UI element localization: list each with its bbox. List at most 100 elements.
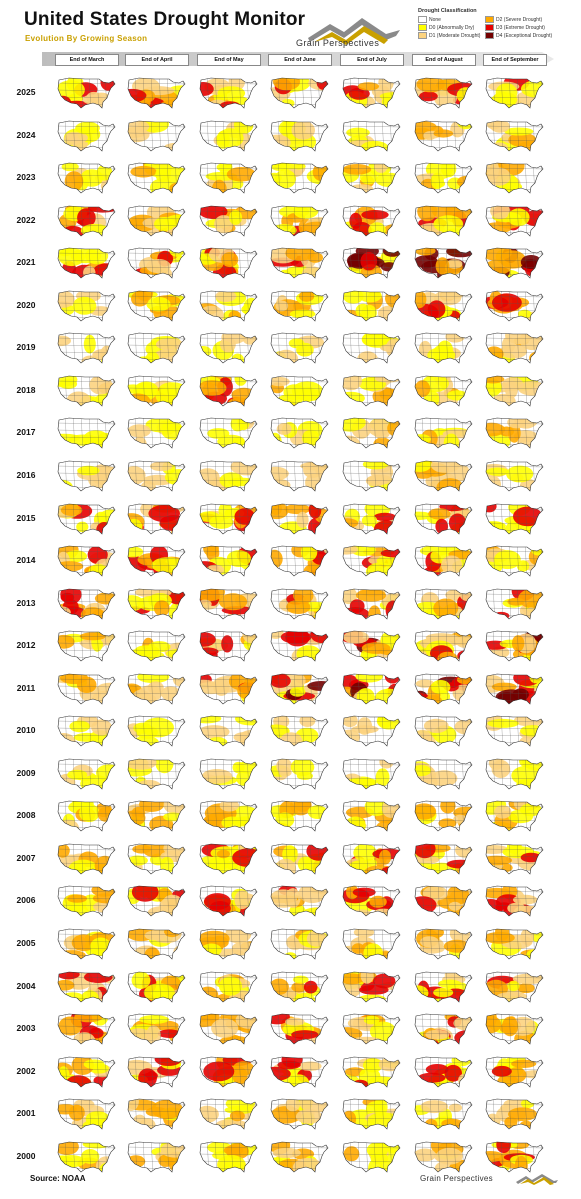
drought-map xyxy=(270,120,329,152)
drought-map xyxy=(485,247,544,279)
drought-map xyxy=(57,588,116,620)
drought-map xyxy=(127,715,186,747)
drought-map xyxy=(485,418,544,450)
drought-map xyxy=(127,673,186,705)
drought-map xyxy=(485,843,544,875)
drought-map xyxy=(270,886,329,918)
drought-map xyxy=(57,673,116,705)
drought-map xyxy=(270,375,329,407)
year-label: 2003 xyxy=(16,1023,36,1034)
drought-map xyxy=(270,673,329,705)
drought-map xyxy=(270,758,329,790)
drought-map xyxy=(414,247,473,279)
drought-map xyxy=(485,886,544,918)
drought-map xyxy=(342,1098,401,1130)
drought-map xyxy=(127,545,186,577)
year-label: 2007 xyxy=(16,852,36,863)
legend-label: D3 (Extreme Drought) xyxy=(496,24,545,31)
drought-map xyxy=(57,545,116,577)
drought-map xyxy=(342,460,401,492)
legend-item: D4 (Exceptional Drought) xyxy=(485,32,552,39)
drought-map xyxy=(57,886,116,918)
year-label: 2002 xyxy=(16,1065,36,1076)
drought-map xyxy=(342,801,401,832)
drought-map xyxy=(57,843,116,875)
year-label: 2017 xyxy=(16,427,36,438)
footer-logo-mark xyxy=(516,1174,558,1185)
legend-label: D2 (Severe Drought) xyxy=(496,16,543,23)
drought-map xyxy=(199,971,258,1003)
year-label: 2018 xyxy=(16,384,36,395)
year-label: 2010 xyxy=(16,725,36,736)
drought-map xyxy=(342,205,401,237)
drought-map xyxy=(270,1013,329,1045)
drought-map xyxy=(57,375,116,407)
legend-item: None xyxy=(418,16,441,23)
drought-map xyxy=(57,460,116,492)
drought-map xyxy=(414,801,473,832)
drought-map xyxy=(270,630,329,662)
drought-map xyxy=(342,1141,401,1173)
drought-map xyxy=(270,928,329,960)
drought-map xyxy=(199,673,258,705)
drought-map xyxy=(342,162,401,194)
drought-map xyxy=(199,460,258,492)
drought-map xyxy=(414,971,473,1003)
drought-map xyxy=(485,801,544,832)
drought-map xyxy=(127,120,186,152)
drought-map xyxy=(342,630,401,662)
legend-item: D1 (Moderate Drought) xyxy=(418,32,480,39)
drought-map xyxy=(485,673,544,705)
drought-map xyxy=(270,1098,329,1130)
legend-item: D3 (Extreme Drought) xyxy=(485,24,545,31)
drought-map xyxy=(270,205,329,237)
drought-map xyxy=(270,801,329,832)
drought-map xyxy=(414,162,473,194)
year-label: 2011 xyxy=(16,682,36,693)
drought-map xyxy=(342,886,401,918)
drought-map xyxy=(199,418,258,450)
drought-map xyxy=(57,205,116,237)
drought-map xyxy=(342,120,401,152)
drought-map xyxy=(127,758,186,790)
drought-map xyxy=(414,715,473,747)
month-header: End of April xyxy=(125,54,189,66)
drought-map xyxy=(414,332,473,364)
drought-map xyxy=(199,247,258,279)
drought-map xyxy=(57,332,116,364)
legend-swatch xyxy=(485,32,494,39)
drought-map xyxy=(342,375,401,407)
drought-map xyxy=(342,588,401,620)
drought-map xyxy=(57,758,116,790)
year-label: 2021 xyxy=(16,257,36,268)
drought-map xyxy=(199,205,258,237)
drought-map xyxy=(485,1013,544,1045)
year-label: 2023 xyxy=(16,172,36,183)
year-label: 2022 xyxy=(16,214,36,225)
drought-map xyxy=(270,545,329,577)
drought-map xyxy=(127,332,186,364)
drought-map xyxy=(485,630,544,662)
drought-map xyxy=(414,928,473,960)
legend-label: D1 (Moderate Drought) xyxy=(429,32,481,39)
drought-map xyxy=(127,588,186,620)
drought-map xyxy=(57,503,116,535)
month-header: End of July xyxy=(340,54,404,66)
drought-map xyxy=(199,120,258,152)
page-subtitle: Evolution By Growing Season xyxy=(25,34,148,43)
drought-map xyxy=(270,843,329,875)
year-label: 2016 xyxy=(16,469,36,480)
drought-map xyxy=(127,205,186,237)
drought-map xyxy=(414,418,473,450)
year-label: 2005 xyxy=(16,938,36,948)
drought-map xyxy=(57,630,116,662)
drought-map xyxy=(342,290,401,322)
month-header: End of August xyxy=(412,54,476,66)
drought-map xyxy=(199,758,258,790)
drought-map xyxy=(57,715,116,747)
drought-map xyxy=(127,843,186,875)
drought-map xyxy=(342,247,401,279)
drought-map xyxy=(342,971,401,1003)
drought-map xyxy=(127,1056,186,1088)
drought-map xyxy=(127,503,186,535)
